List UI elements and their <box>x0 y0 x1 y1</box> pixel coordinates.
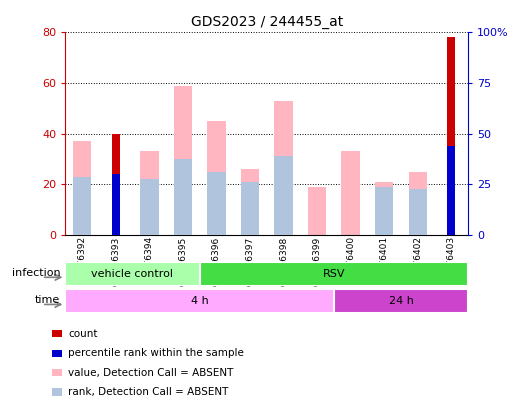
Title: GDS2023 / 244455_at: GDS2023 / 244455_at <box>190 15 343 29</box>
Bar <box>200 262 468 286</box>
Bar <box>174 159 192 235</box>
Text: vehicle control: vehicle control <box>92 269 174 279</box>
Bar <box>241 182 259 235</box>
Text: value, Detection Call = ABSENT: value, Detection Call = ABSENT <box>68 368 233 377</box>
Text: 4 h: 4 h <box>191 296 209 306</box>
Bar <box>342 151 360 235</box>
Bar <box>308 187 326 235</box>
Bar <box>140 179 158 235</box>
Bar <box>447 146 456 235</box>
Bar <box>375 182 393 235</box>
Text: count: count <box>68 329 97 339</box>
Bar <box>111 174 120 235</box>
Text: 24 h: 24 h <box>389 296 413 306</box>
Bar <box>73 177 92 235</box>
Bar <box>111 134 120 235</box>
Bar <box>334 289 468 313</box>
Bar <box>274 156 293 235</box>
Bar <box>447 37 456 235</box>
Text: RSV: RSV <box>323 269 345 279</box>
Bar <box>375 187 393 235</box>
Bar <box>65 289 334 313</box>
Bar <box>241 169 259 235</box>
Text: time: time <box>35 295 60 305</box>
Bar <box>207 172 225 235</box>
Bar <box>73 141 92 235</box>
Bar <box>408 190 427 235</box>
Text: rank, Detection Call = ABSENT: rank, Detection Call = ABSENT <box>68 387 229 397</box>
Bar <box>207 121 225 235</box>
Text: infection: infection <box>12 268 60 277</box>
Bar <box>408 172 427 235</box>
Bar <box>65 262 200 286</box>
Text: percentile rank within the sample: percentile rank within the sample <box>68 348 244 358</box>
Bar <box>140 151 158 235</box>
Bar <box>274 101 293 235</box>
Bar <box>174 85 192 235</box>
